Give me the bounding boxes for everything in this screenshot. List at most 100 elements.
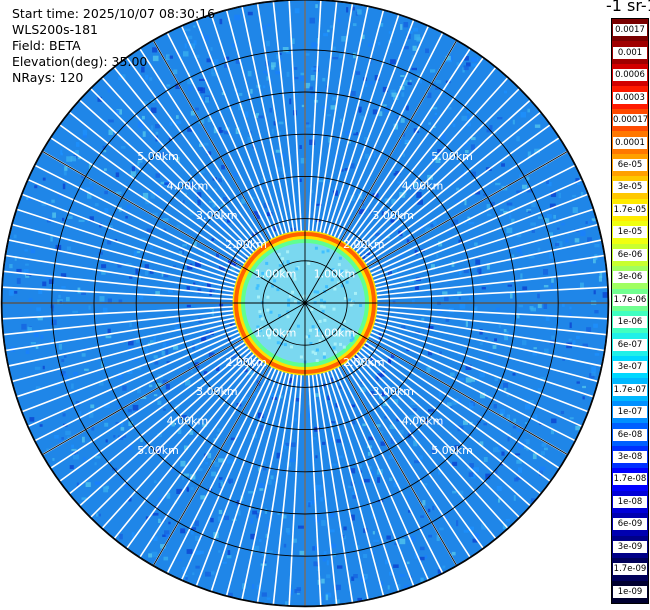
noise-cell — [140, 396, 147, 399]
noise-cell — [594, 244, 600, 248]
colorbar-tick-label: 3e-05 — [613, 181, 647, 194]
noise-cell — [258, 358, 263, 364]
noise-cell — [352, 23, 357, 27]
noise-cell — [479, 373, 485, 378]
noise-cell — [427, 508, 431, 513]
noise-cell — [351, 491, 355, 495]
noise-cell — [490, 201, 495, 208]
noise-cell — [54, 435, 59, 439]
ray-gap — [221, 364, 290, 606]
noise-cell — [406, 33, 411, 40]
noise-cell — [524, 445, 527, 449]
noise-cell — [332, 463, 337, 466]
noise-cell — [351, 420, 356, 425]
azimuth-line — [304, 302, 568, 455]
noise-cell — [498, 446, 504, 450]
inner-cell — [281, 257, 285, 261]
noise-cell — [321, 520, 326, 526]
noise-cell — [322, 558, 327, 562]
noise-cell — [374, 75, 380, 81]
noise-cell — [71, 383, 74, 389]
noise-cell — [495, 182, 501, 186]
noise-cell — [205, 462, 209, 465]
ray-gap — [2, 318, 244, 387]
noise-cell — [391, 198, 396, 204]
noise-cell — [266, 40, 270, 47]
noise-cell — [98, 380, 104, 386]
noise-cell — [518, 467, 522, 473]
noise-cell — [458, 296, 461, 300]
noise-cell — [531, 202, 536, 208]
noise-cell — [393, 482, 399, 488]
noise-cell — [476, 268, 481, 273]
noise-cell — [394, 542, 397, 546]
noise-cell — [258, 115, 264, 119]
noise-cell — [593, 290, 596, 295]
noise-cell — [495, 446, 500, 453]
ppi-scan-plot: 1.00km 1.00km 1.00km 1.00km 2.00km 2.00km 2.00… — [0, 0, 610, 610]
inner-cell — [337, 263, 341, 267]
nrays-text: NRays: 120 — [12, 70, 84, 85]
noise-cell — [373, 152, 376, 158]
noise-cell — [267, 23, 272, 27]
noise-cell — [288, 377, 293, 384]
range-label: 5.00km — [431, 150, 473, 163]
noise-cell — [87, 193, 92, 199]
inner-cell — [322, 305, 326, 309]
noise-cell — [350, 468, 356, 474]
noise-cell — [253, 545, 260, 552]
noise-cell — [244, 111, 249, 118]
noise-cell — [388, 270, 392, 276]
noise-cell — [465, 377, 472, 383]
inner-cell — [311, 350, 315, 354]
noise-cell — [285, 528, 290, 533]
noise-cell — [115, 172, 120, 178]
noise-cell — [465, 364, 472, 370]
range-label: 3.00km — [196, 209, 238, 222]
noise-cell — [158, 446, 162, 452]
noise-cell — [531, 229, 535, 233]
noise-cell — [414, 552, 418, 559]
inner-cell — [255, 286, 259, 290]
noise-cell — [575, 178, 580, 182]
noise-cell — [250, 197, 256, 200]
noise-cell — [137, 121, 144, 128]
noise-cell — [397, 181, 402, 184]
noise-cell — [393, 538, 397, 542]
noise-cell — [580, 191, 584, 197]
noise-cell — [512, 425, 517, 429]
inner-cell — [256, 284, 260, 288]
noise-cell — [78, 219, 85, 222]
noise-cell — [556, 241, 563, 248]
noise-cell — [207, 283, 211, 288]
inner-cell — [323, 300, 327, 304]
ray-gaps — [0, 0, 610, 610]
noise-cell — [347, 485, 352, 489]
ray-gap — [365, 322, 608, 403]
noise-cell — [180, 528, 186, 534]
ray-gap — [368, 252, 608, 294]
ray-gap — [237, 365, 293, 606]
noise-cell — [263, 70, 269, 74]
noise-cell — [33, 333, 39, 338]
noise-cell — [419, 546, 425, 551]
noise-cell — [516, 459, 522, 464]
noise-cell — [549, 203, 556, 209]
noise-cell — [202, 423, 208, 427]
noise-cell — [463, 220, 467, 225]
noise-cell — [226, 555, 232, 559]
noise-cell — [457, 490, 464, 496]
noise-cell — [119, 478, 125, 481]
noise-cell — [285, 601, 288, 606]
noise-cell — [356, 9, 362, 15]
noise-cell — [556, 227, 560, 230]
noise-cell — [576, 381, 580, 384]
noise-cell — [472, 538, 478, 543]
noise-cell — [329, 377, 333, 382]
noise-cell — [452, 219, 459, 225]
noise-cell — [507, 437, 510, 442]
noise-cell — [286, 51, 292, 54]
noise-cell — [561, 303, 565, 307]
noise-cell — [461, 115, 468, 121]
noise-cell — [151, 551, 158, 558]
